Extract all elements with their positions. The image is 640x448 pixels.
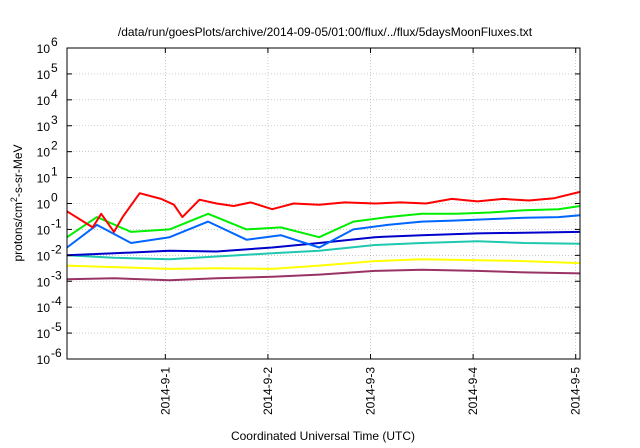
y-axis-label-group: protons/cm2-s-sr-MeV	[9, 144, 25, 261]
y-tick-exponent: 3	[51, 113, 58, 127]
chart-title: /data/run/goesPlots/archive/2014-09-05/0…	[118, 25, 533, 39]
y-tick-exponent: -4	[51, 294, 62, 308]
y-tick-exponent: -1	[51, 216, 62, 230]
y-tick-label: 10	[37, 249, 51, 263]
series-line	[66, 214, 581, 249]
y-tick-label: 10	[37, 275, 51, 289]
y-axis-label: protons/cm2-s-sr-MeV	[9, 144, 25, 261]
y-tick-label: 10	[37, 198, 51, 212]
x-tick-label: 2014-9-1	[158, 367, 172, 415]
y-tick-label: 10	[37, 42, 51, 56]
y-tick-exponent: 1	[51, 165, 58, 179]
y-tick-exponent: -6	[51, 346, 62, 360]
y-tick-label: 10	[37, 223, 51, 237]
y-tick-label: 10	[37, 94, 51, 108]
y-tick-label: 10	[37, 68, 51, 82]
y-tick-exponent: 2	[51, 139, 58, 153]
axis-ticks: 10-610-510-410 -310-210 -110 010 110 210 310 41…	[37, 35, 583, 415]
y-tick-label: 10	[37, 146, 51, 160]
y-tick-label: 10	[37, 301, 51, 315]
series-line	[66, 258, 581, 270]
y-tick-exponent: -5	[51, 320, 62, 334]
y-tick-exponent: 0	[51, 191, 58, 205]
y-tick-exponent: -3	[51, 268, 62, 282]
y-tick-label: 10	[37, 353, 51, 367]
series-line	[66, 230, 581, 257]
y-tick-exponent: 6	[51, 35, 58, 49]
x-tick-label: 2014-9-3	[364, 367, 378, 415]
x-tick-label: 2014-9-5	[569, 367, 583, 415]
x-axis-label: Coordinated Universal Time (UTC)	[231, 429, 415, 443]
y-tick-label: 10	[37, 172, 51, 186]
x-tick-label: 2014-9-2	[261, 367, 275, 415]
y-tick-label: 10	[37, 120, 51, 134]
series-line	[66, 190, 581, 233]
y-tick-exponent: 5	[51, 61, 58, 75]
y-tick-exponent: 4	[51, 87, 58, 101]
y-tick-label: 10	[37, 327, 51, 341]
series-line	[66, 240, 581, 261]
data-series	[66, 190, 581, 282]
series-line	[66, 205, 581, 239]
series-line	[66, 268, 581, 282]
y-tick-exponent: -2	[51, 242, 62, 256]
x-tick-label: 2014-9-4	[466, 367, 480, 415]
